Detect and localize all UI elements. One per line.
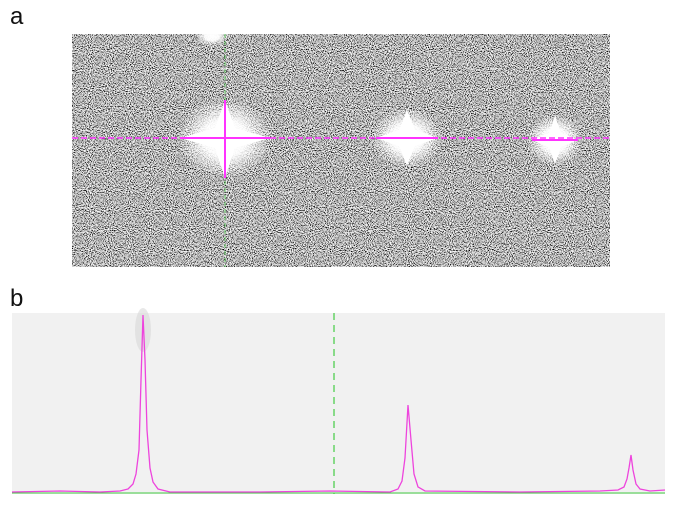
spot (196, 26, 228, 46)
panel-label: b (10, 285, 23, 312)
noise-image (72, 26, 610, 267)
noise-texture (72, 34, 610, 267)
figure: a b (0, 0, 678, 522)
plot-area (12, 313, 665, 494)
panel-label: a (10, 3, 24, 30)
